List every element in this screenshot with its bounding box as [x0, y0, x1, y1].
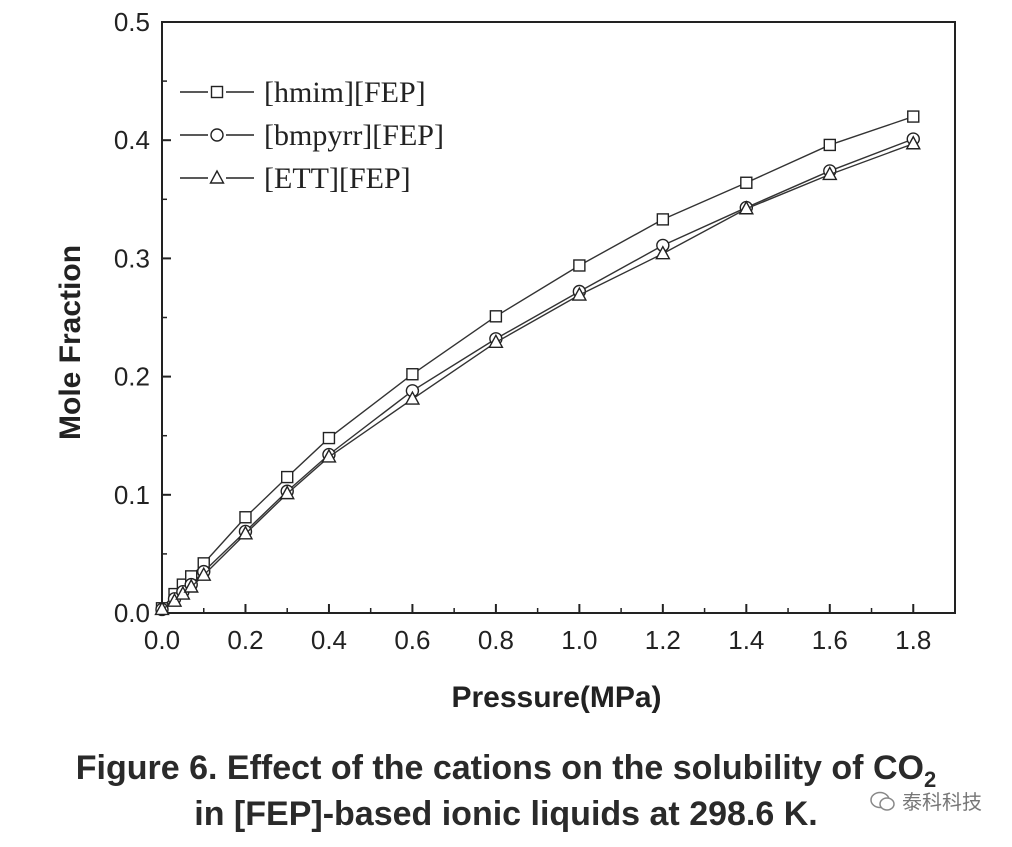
- legend-label: [bmpyrr][FEP]: [264, 119, 444, 152]
- data-point: [322, 431, 336, 445]
- x-tick-label: 0.0: [144, 625, 180, 655]
- x-tick-label: 0.6: [394, 625, 430, 655]
- series-circle: [155, 132, 920, 617]
- legend-label: [ETT][FEP]: [264, 162, 411, 195]
- data-point: [655, 245, 671, 260]
- data-point: [489, 310, 503, 323]
- figure-caption-line-1: Figure 6. Effect of the cations on the s…: [0, 746, 1012, 802]
- data-point: [406, 368, 419, 381]
- x-tick-label: 1.4: [728, 625, 764, 655]
- x-tick-label: 1.8: [895, 625, 931, 655]
- data-point: [281, 470, 294, 484]
- data-point: [196, 566, 212, 581]
- x-tick-label: 1.2: [645, 625, 681, 655]
- legend-marker: [210, 128, 224, 142]
- y-tick-labels: 0.0 0.1 0.2 0.3 0.4 0.5: [114, 7, 150, 628]
- y-tick-label: 0.5: [114, 7, 150, 37]
- series-line: [161, 143, 914, 611]
- legend-marker: [210, 85, 224, 99]
- wechat-icon: [870, 791, 895, 811]
- data-point: [404, 390, 421, 405]
- data-point: [656, 213, 670, 226]
- y-tick-label: 0.2: [114, 362, 150, 392]
- watermark: 泰科科技: [870, 786, 982, 815]
- data-point: [154, 600, 170, 616]
- data-point: [905, 135, 921, 150]
- series-layer: [154, 110, 921, 617]
- x-axis-title: Pressure(MPa): [451, 681, 661, 714]
- x-tick-labels: 0.0 0.2 0.4 0.6 0.8 1.0 1.2 1.4 1.6 1.8: [144, 625, 931, 655]
- data-point: [823, 138, 836, 152]
- data-point: [740, 176, 753, 189]
- x-tick-label: 0.4: [311, 625, 347, 655]
- data-point: [175, 585, 191, 600]
- data-point: [738, 200, 754, 215]
- watermark-text: 泰科科技: [902, 790, 982, 814]
- legend-item: [ETT][FEP]: [180, 162, 411, 195]
- x-tick-label: 1.6: [812, 625, 848, 655]
- y-tick-label: 0.4: [114, 125, 150, 155]
- x-tick-label: 0.2: [227, 625, 263, 655]
- plot-frame: [161, 21, 956, 614]
- series-line: [161, 138, 914, 610]
- y-tick-label: 0.0: [114, 598, 150, 628]
- data-point: [573, 259, 586, 272]
- data-point: [166, 592, 183, 607]
- x-tick-label: 0.8: [478, 625, 514, 655]
- legend: [hmim][FEP] [bmpyrr][FEP] [ETT][FEP]: [180, 76, 444, 195]
- data-point: [488, 333, 504, 349]
- data-point: [279, 485, 295, 500]
- chart: 0.0 0.2 0.4 0.6 0.8 1.0 1.2 1.4 1.6 1.8 0.0 0.1 0.2…: [54, 7, 956, 714]
- legend-item: [hmim][FEP]: [180, 76, 426, 109]
- figure-caption-line-2: in [FEP]-based ionic liquids at 298.6 K.: [194, 795, 818, 833]
- data-point: [571, 286, 588, 301]
- data-point: [183, 578, 199, 593]
- legend-item: [bmpyrr][FEP]: [180, 119, 444, 152]
- y-tick-label: 0.3: [114, 243, 150, 273]
- x-tick-label: 1.0: [561, 625, 597, 655]
- legend-label: [hmim][FEP]: [264, 76, 426, 109]
- y-tick-label: 0.1: [114, 480, 150, 510]
- data-point: [822, 166, 838, 181]
- series-triangle: [154, 135, 921, 616]
- axis-ticks: [161, 21, 915, 614]
- caption-text: Figure 6. Effect of the cations on the s…: [75, 749, 924, 787]
- y-axis-title: Mole Fraction: [54, 245, 87, 440]
- data-point: [239, 511, 252, 524]
- caption-subscript: 2: [923, 766, 937, 792]
- legend-marker: [209, 169, 225, 184]
- data-point: [907, 110, 920, 123]
- data-point: [321, 448, 337, 463]
- data-point: [237, 525, 254, 540]
